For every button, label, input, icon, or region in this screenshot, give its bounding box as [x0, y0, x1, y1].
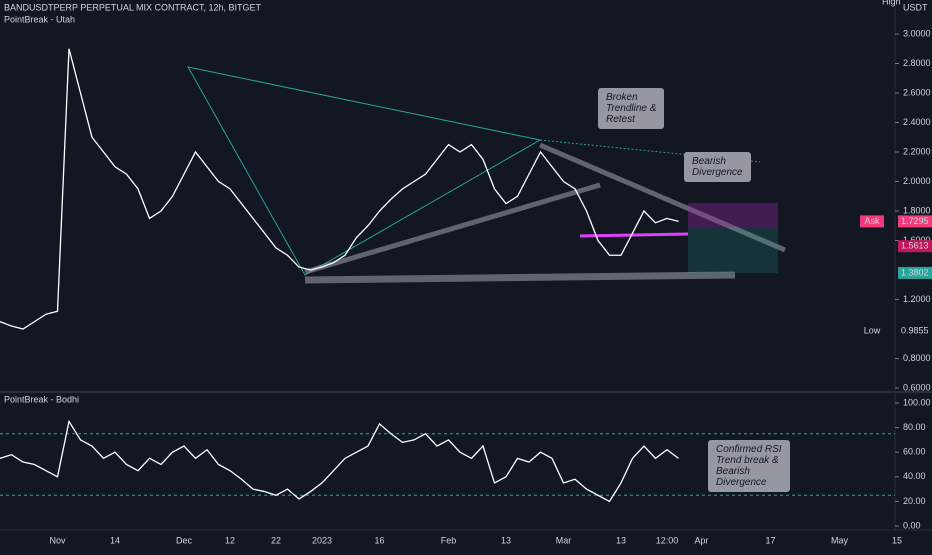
trendline [304, 182, 601, 275]
x-tick-label: 17 [765, 535, 775, 545]
callout: Confirmed RSI Trend break & Bearish Dive… [708, 440, 790, 492]
badge-name: Low [864, 326, 881, 336]
short-risk-box [688, 203, 778, 227]
callout: Bearish Divergence [684, 152, 751, 182]
price-badge-label: 0.9855 [901, 326, 929, 336]
price-badge-label: 1.3802 [901, 267, 929, 277]
level-line [579, 232, 689, 238]
price-badge [898, 240, 932, 253]
support-zone [304, 271, 736, 284]
price-badge-label: 1.5613 [901, 241, 929, 251]
trendline [539, 142, 786, 253]
y-tick-label: 2.6000 [903, 87, 931, 97]
x-tick-label: 14 [110, 535, 120, 545]
y-tick-label: 20.00 [903, 496, 926, 506]
y-tick-label: 2.0000 [903, 176, 931, 186]
y-tick-label: 100.00 [903, 397, 931, 407]
indicator-name: PointBreak - Utah [4, 14, 75, 24]
x-tick-label: 15 [892, 535, 902, 545]
badge [860, 215, 884, 228]
y-tick-label: 0.6000 [903, 382, 931, 392]
y-tick-label: 1.8000 [903, 205, 931, 215]
x-tick-label: 13 [501, 535, 511, 545]
price-badge-label: 1.7295 [901, 216, 929, 226]
y-tick-label: 1.2000 [903, 294, 931, 304]
x-tick-label: Dec [176, 535, 193, 545]
price-line [0, 419, 679, 503]
x-tick-label: Nov [49, 535, 66, 545]
y-tick-label: 3.0000 [903, 28, 931, 38]
price-badge [898, 325, 932, 338]
short-target-box [688, 227, 778, 273]
y-tick-label: 80.00 [903, 422, 926, 432]
badge [860, 325, 884, 338]
x-tick-label: 16 [374, 535, 384, 545]
price-line [0, 48, 679, 330]
price-badge [898, 266, 932, 279]
triangle-pattern [187, 66, 542, 276]
x-tick-label: 12 [225, 535, 235, 545]
y-tick-label: 60.00 [903, 447, 926, 457]
y-tick-label: 0.8000 [903, 353, 931, 363]
x-tick-label: May [831, 535, 849, 545]
y-tick-label: 0.00 [903, 520, 921, 530]
x-tick-label: Feb [441, 535, 457, 545]
price-badge [898, 215, 932, 228]
x-tick-label: 2023 [312, 535, 332, 545]
y-tick-label: 40.00 [903, 471, 926, 481]
badge-name: Ask [864, 216, 880, 226]
callout: Broken Trendline & Retest [598, 88, 665, 129]
y-tick-label: 2.8000 [903, 58, 931, 68]
x-tick-label: 12:00 [656, 535, 679, 545]
y-tick-label: 2.4000 [903, 117, 931, 127]
axis-unit: USDT [903, 2, 928, 12]
y-tick-label: 1.6000 [903, 235, 931, 245]
x-tick-label: 22 [271, 535, 281, 545]
y-tick-label: 2.2000 [903, 146, 931, 156]
chart-title: BANDUSDTPERP PERPETUAL MIX CONTRACT, 12h… [4, 2, 262, 12]
x-tick-label: Mar [556, 535, 572, 545]
axis-corner: High [882, 0, 901, 6]
x-tick-label: 13 [616, 535, 626, 545]
x-tick-label: Apr [694, 535, 708, 545]
indicator-name: PointBreak - Bodhi [4, 394, 79, 404]
